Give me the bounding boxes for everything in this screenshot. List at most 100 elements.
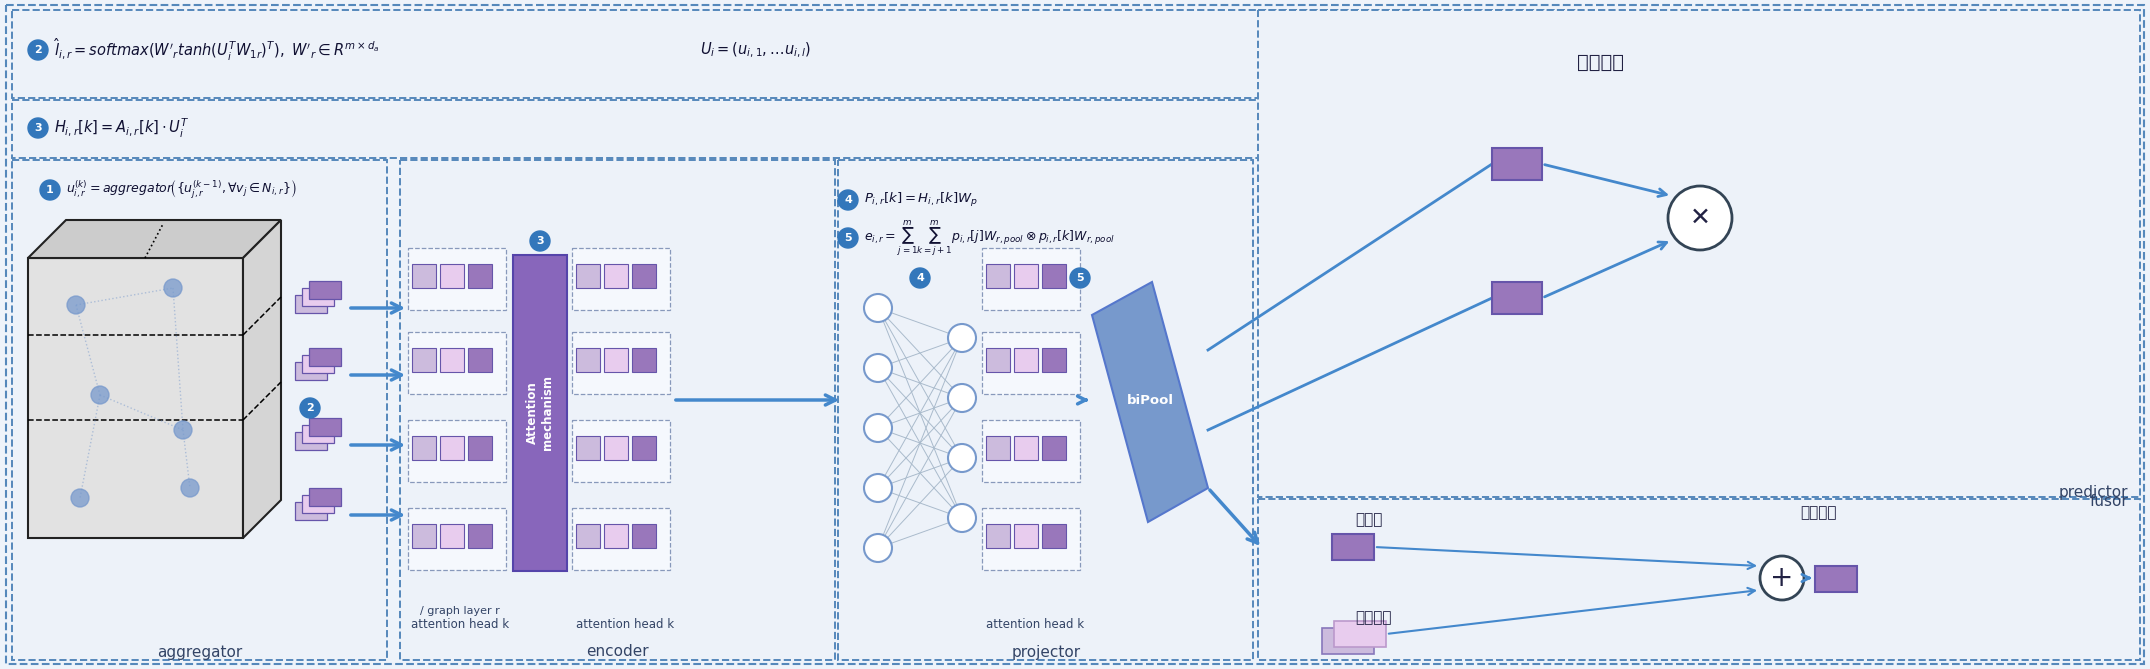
Text: 3: 3	[535, 236, 544, 246]
Bar	[604, 348, 628, 372]
Bar	[838, 160, 1253, 660]
Text: biPool: biPool	[1127, 393, 1174, 407]
Bar	[1015, 436, 1038, 460]
Bar	[295, 502, 327, 520]
Text: 2: 2	[34, 45, 41, 55]
Bar	[408, 420, 505, 482]
Bar	[301, 288, 333, 306]
Text: encoder: encoder	[585, 644, 649, 660]
Circle shape	[28, 118, 47, 138]
Bar	[1322, 628, 1374, 654]
Circle shape	[948, 444, 976, 472]
Bar	[514, 255, 568, 571]
Bar	[987, 348, 1010, 372]
Bar	[310, 418, 342, 436]
Text: $P_{i,r}[k]=H_{i,r}[k]W_p$: $P_{i,r}[k]=H_{i,r}[k]W_p$	[864, 191, 978, 209]
Bar	[572, 332, 671, 394]
Polygon shape	[28, 220, 282, 258]
Text: $U_i=(u_{i,1},\ldots u_{i,l})$: $U_i=(u_{i,1},\ldots u_{i,l})$	[701, 40, 811, 60]
Bar	[983, 332, 1079, 394]
Bar	[1492, 282, 1542, 314]
Bar	[1015, 524, 1038, 548]
Circle shape	[28, 40, 47, 60]
Bar	[1043, 264, 1066, 288]
Circle shape	[1761, 556, 1804, 600]
Bar	[413, 436, 436, 460]
Bar	[983, 508, 1079, 570]
Circle shape	[864, 354, 892, 382]
Circle shape	[948, 324, 976, 352]
Bar	[28, 258, 243, 538]
Bar	[441, 264, 464, 288]
Bar	[572, 248, 671, 310]
Text: 4: 4	[916, 273, 924, 283]
Text: / graph layer r: / graph layer r	[419, 606, 499, 616]
Bar	[295, 432, 327, 450]
Bar	[983, 248, 1079, 310]
Bar	[632, 348, 656, 372]
Bar	[604, 524, 628, 548]
Bar	[441, 348, 464, 372]
Text: +: +	[1769, 564, 1793, 592]
Polygon shape	[243, 220, 282, 538]
Text: 5: 5	[845, 233, 851, 243]
Text: 融合嵌入: 融合嵌入	[1800, 506, 1836, 520]
Text: $e_{i,r}=\sum_{j=1}^{m}\sum_{k=j+1}^{m}p_{i,r}[j]W_{r,pool}\otimes p_{i,r}[k]W_{: $e_{i,r}=\sum_{j=1}^{m}\sum_{k=j+1}^{m}p…	[864, 218, 1116, 258]
Circle shape	[41, 180, 60, 200]
Bar	[295, 362, 327, 380]
Bar	[301, 355, 333, 373]
Text: attention head k: attention head k	[576, 619, 675, 632]
Circle shape	[163, 279, 183, 297]
Bar	[413, 264, 436, 288]
Bar	[400, 160, 834, 660]
Text: 边嵌入: 边嵌入	[1354, 512, 1382, 527]
Bar	[983, 420, 1079, 482]
Circle shape	[909, 268, 931, 288]
Bar	[469, 436, 492, 460]
Bar	[632, 264, 656, 288]
Bar	[1333, 534, 1374, 560]
Circle shape	[71, 489, 88, 507]
Bar	[441, 436, 464, 460]
Text: projector: projector	[1010, 644, 1081, 660]
Bar	[310, 281, 342, 299]
Bar	[1333, 621, 1387, 647]
Bar	[469, 524, 492, 548]
Bar	[408, 248, 505, 310]
Text: 4: 4	[845, 195, 851, 205]
Bar	[13, 10, 1576, 98]
Text: $\hat{l}_{i,r}=softmax(W'_r tanh(U_i^T W_{1r})^T),\ W'_r\in R^{m\times d_a}$: $\hat{l}_{i,r}=softmax(W'_r tanh(U_i^T W…	[54, 37, 381, 63]
Bar	[1815, 566, 1858, 592]
Text: fusor: fusor	[2090, 494, 2128, 510]
Bar	[632, 436, 656, 460]
Circle shape	[90, 386, 110, 404]
Circle shape	[67, 296, 86, 314]
Text: 1: 1	[45, 185, 54, 195]
Bar	[1043, 524, 1066, 548]
Circle shape	[174, 421, 191, 439]
Text: $H_{i,r}[k]=A_{i,r}[k]\cdot U_i^T$: $H_{i,r}[k]=A_{i,r}[k]\cdot U_i^T$	[54, 116, 189, 140]
Bar	[469, 348, 492, 372]
Bar	[13, 100, 1576, 158]
Circle shape	[301, 398, 320, 418]
Text: 基础嵌入: 基础嵌入	[1354, 611, 1391, 626]
Bar	[1015, 348, 1038, 372]
Circle shape	[181, 479, 200, 497]
Circle shape	[838, 228, 858, 248]
Text: predictor: predictor	[2058, 484, 2128, 500]
Text: 余弦距离: 余弦距离	[1576, 52, 1623, 72]
Circle shape	[948, 384, 976, 412]
Bar	[632, 524, 656, 548]
Text: 5: 5	[1077, 273, 1084, 283]
Bar	[413, 348, 436, 372]
Bar	[301, 495, 333, 513]
Bar	[1258, 499, 2139, 660]
Circle shape	[864, 534, 892, 562]
Bar	[408, 508, 505, 570]
Text: 2: 2	[305, 403, 314, 413]
Circle shape	[864, 474, 892, 502]
Bar	[310, 488, 342, 506]
Bar	[1043, 348, 1066, 372]
Bar	[576, 264, 600, 288]
Bar	[604, 436, 628, 460]
